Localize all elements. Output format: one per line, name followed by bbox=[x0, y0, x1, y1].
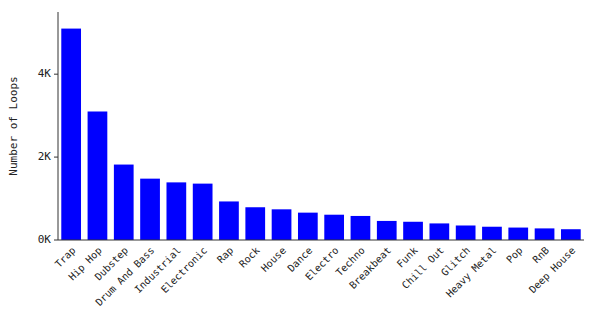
bar bbox=[193, 184, 213, 240]
x-tick-label: Electro bbox=[303, 245, 341, 283]
x-tick-label: Breakbeat bbox=[347, 245, 393, 291]
x-tick-label: Deep House bbox=[527, 245, 577, 295]
y-axis-line bbox=[58, 12, 59, 240]
x-axis-line bbox=[58, 240, 584, 241]
x-tick-label: House bbox=[259, 245, 288, 274]
x-tick-label: Heavy Metal bbox=[444, 245, 499, 300]
x-tick-label: Electronic bbox=[159, 245, 209, 295]
bar bbox=[88, 111, 108, 240]
bar bbox=[535, 228, 555, 240]
x-tick-label: Rap bbox=[215, 245, 236, 266]
y-tick-label: 4K bbox=[38, 67, 52, 80]
y-tick-label: 2K bbox=[38, 150, 52, 163]
bar bbox=[114, 165, 134, 240]
bar bbox=[298, 213, 318, 240]
x-tick-label: RnB bbox=[531, 245, 552, 266]
bar bbox=[324, 215, 344, 240]
bar bbox=[166, 182, 186, 240]
bar bbox=[561, 229, 581, 240]
y-tick-label: 0K bbox=[38, 233, 52, 246]
x-tick-label: Chill Out bbox=[400, 245, 446, 291]
bars bbox=[61, 29, 580, 240]
bar bbox=[245, 207, 265, 240]
bar bbox=[351, 216, 371, 240]
y-tick bbox=[54, 240, 58, 241]
bar bbox=[140, 179, 160, 240]
bar bbox=[456, 225, 476, 240]
bar bbox=[508, 228, 528, 240]
chart-container: 0K2K4KTrapHip HopDubstepDrum And BassInd… bbox=[0, 0, 596, 318]
chart-svg: 0K2K4KTrapHip HopDubstepDrum And BassInd… bbox=[0, 0, 596, 318]
x-tick-label: Pop bbox=[504, 245, 525, 266]
bar bbox=[482, 227, 502, 240]
bar bbox=[429, 223, 449, 240]
bar bbox=[377, 221, 397, 240]
bar bbox=[219, 201, 239, 240]
bar bbox=[403, 222, 423, 240]
y-tick bbox=[54, 157, 58, 158]
bar bbox=[272, 209, 292, 240]
y-tick bbox=[54, 74, 58, 75]
y-axis-label: Number of Loops bbox=[7, 76, 20, 175]
bar bbox=[61, 29, 81, 240]
